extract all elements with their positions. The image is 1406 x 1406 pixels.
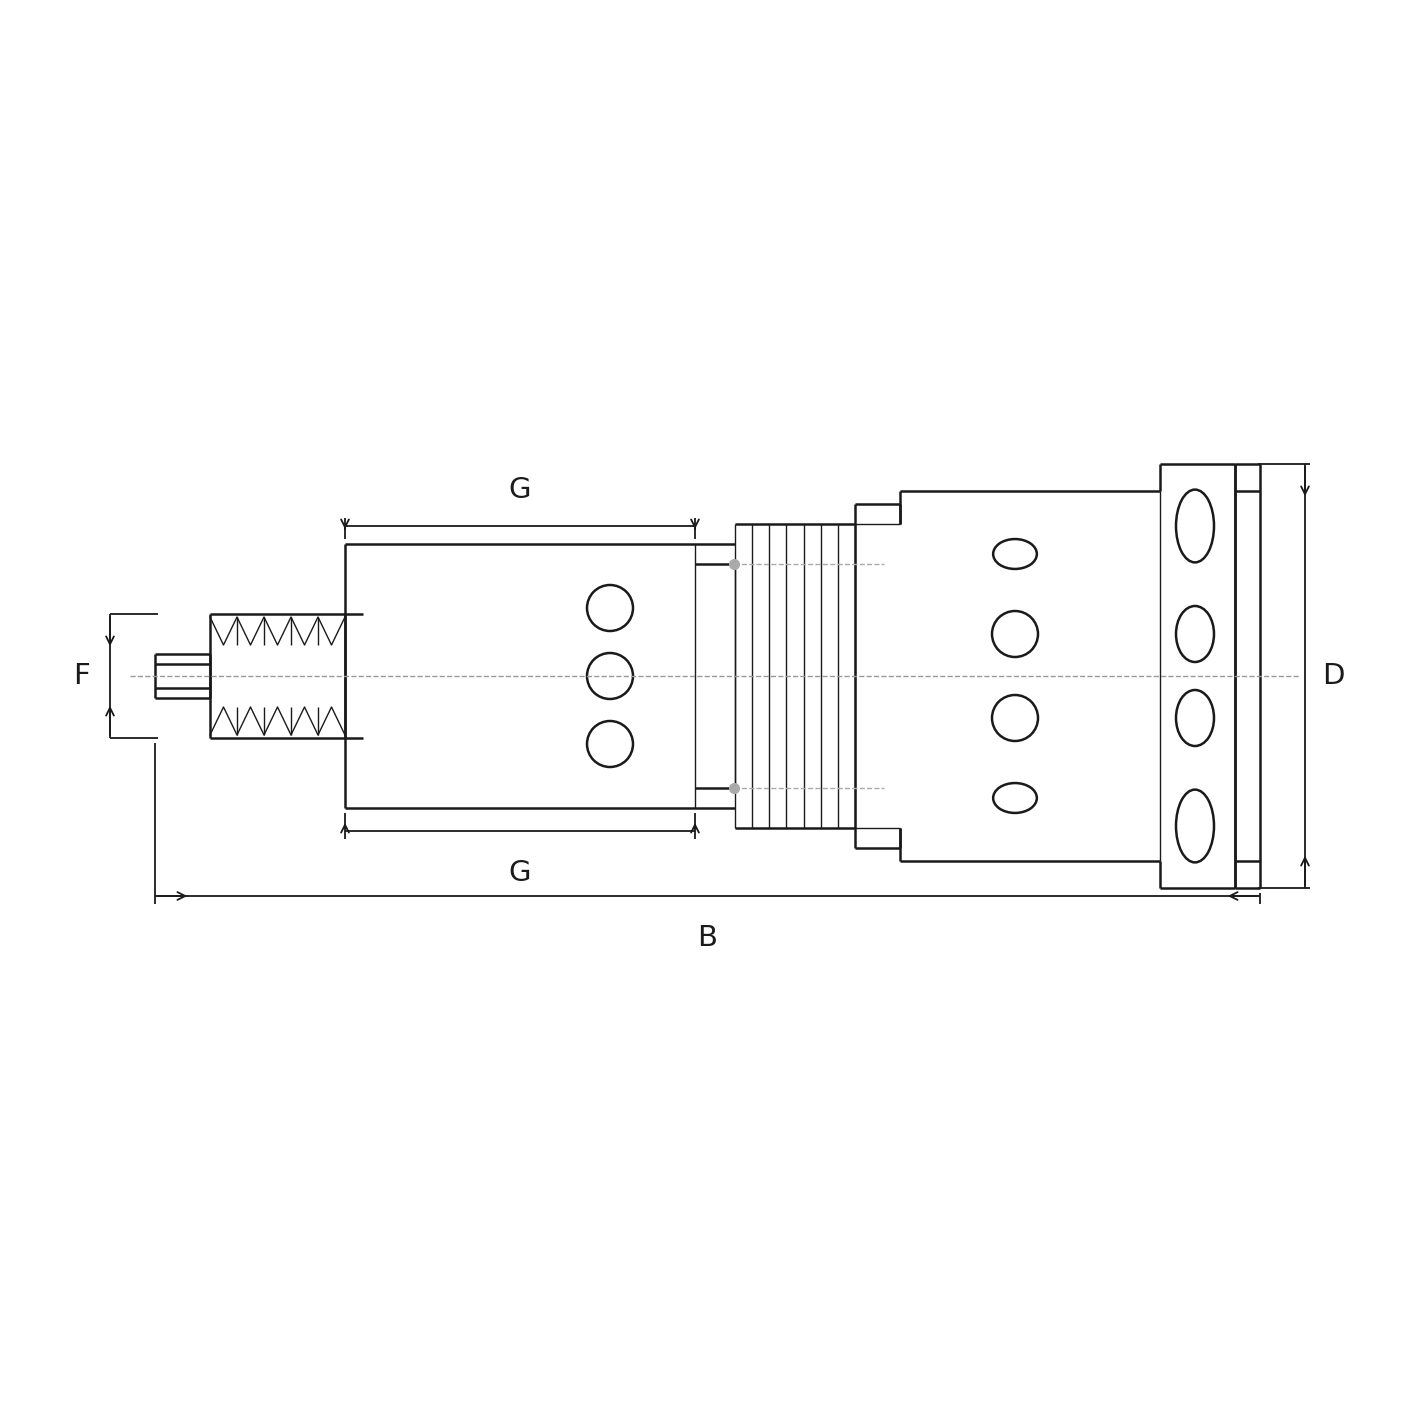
- Text: F: F: [73, 662, 90, 690]
- Text: D: D: [1322, 662, 1344, 690]
- Text: B: B: [697, 924, 717, 952]
- Text: G: G: [509, 859, 531, 887]
- Text: G: G: [509, 477, 531, 503]
